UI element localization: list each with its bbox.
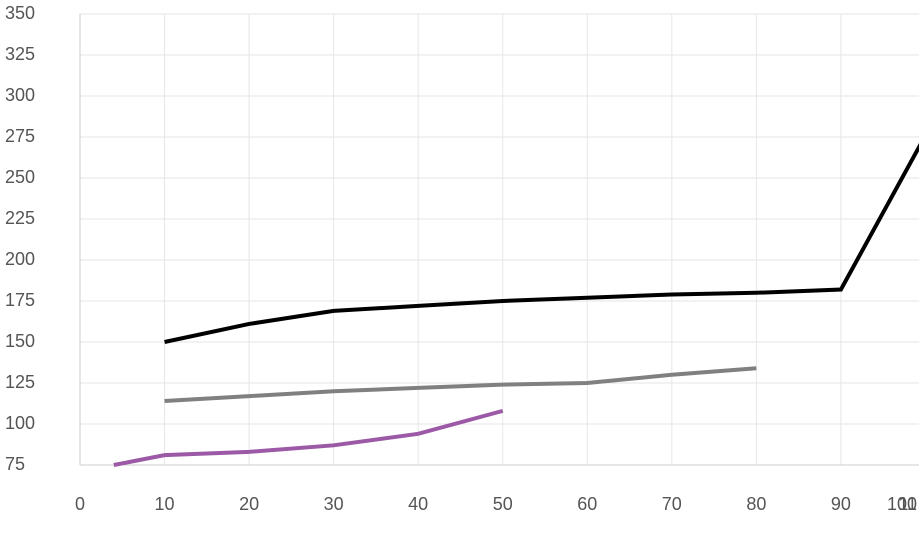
x-tick-label: 11 <box>898 494 917 514</box>
y-tick-label: 250 <box>5 167 35 187</box>
series-line-1 <box>164 142 919 344</box>
x-tick-label: 50 <box>493 494 513 514</box>
y-tick-label: 300 <box>5 85 35 105</box>
x-tick-label: 100 <box>887 494 917 514</box>
x-tick-label: 0 <box>75 494 85 514</box>
y-tick-label: 225 <box>5 208 35 228</box>
series-line-3 <box>113 408 504 467</box>
y-tick-label: 350 <box>5 3 35 23</box>
x-tick-label: 30 <box>324 494 344 514</box>
series-line-2 <box>164 366 757 404</box>
x-tick-label: 40 <box>408 494 428 514</box>
y-tick-label: 150 <box>5 331 35 351</box>
x-tick-label: 80 <box>746 494 766 514</box>
y-tick-label: 200 <box>5 249 35 269</box>
y-tick-label: 100 <box>5 413 35 433</box>
series-group <box>113 142 919 467</box>
horizontal-gridlines <box>80 13 919 425</box>
y-tick-label: 125 <box>5 372 35 392</box>
axes <box>79 14 919 466</box>
x-tick-label: 20 <box>239 494 259 514</box>
y-tick-labels: 75 100 125 150 175 200 225 250 275 300 325 350 <box>5 3 35 474</box>
y-tick-label: 75 <box>5 454 25 474</box>
vertical-gridlines <box>164 14 842 465</box>
x-tick-label: 90 <box>831 494 851 514</box>
x-tick-label: 10 <box>155 494 175 514</box>
y-tick-label: 275 <box>5 126 35 146</box>
x-tick-label: 60 <box>577 494 597 514</box>
y-tick-label: 325 <box>5 44 35 64</box>
y-tick-label: 175 <box>5 290 35 310</box>
x-tick-label: 70 <box>662 494 682 514</box>
